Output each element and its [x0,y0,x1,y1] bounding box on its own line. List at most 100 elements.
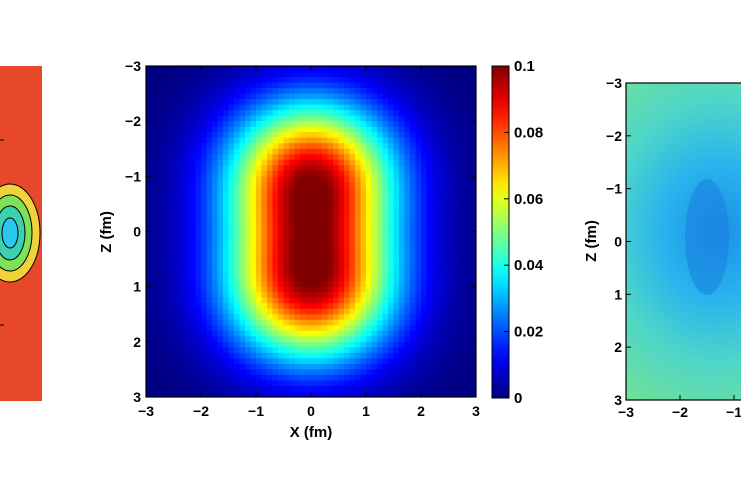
heatmap-cell [465,369,472,376]
heatmap-cell [190,88,197,95]
heatmap-cell [421,231,428,238]
heatmap-cell [448,187,455,194]
heatmap-cell [470,159,476,166]
heatmap-cell [349,297,356,304]
heatmap-cell [443,374,450,382]
heatmap-cell [195,137,202,144]
heatmap-cell [338,325,345,332]
heatmap-cell [404,281,411,288]
heatmap-cell [173,369,180,376]
heatmap-cell [322,132,329,139]
y-tick-label: 0 [133,224,141,240]
heatmap-cell [360,369,367,376]
heatmap-cell [366,209,373,216]
colorbar-gradient [491,65,510,399]
heatmap-cell [344,165,351,172]
heatmap-cell [393,82,400,89]
heatmap-cell [327,242,334,249]
heatmap-cell [349,203,356,211]
heatmap-cell [360,248,367,255]
heatmap-cell [206,165,213,172]
heatmap-cell [338,292,345,299]
heatmap-cell [437,292,444,299]
heatmap-cell [426,325,433,332]
heatmap-cell [283,325,290,332]
heatmap-cell [256,270,263,277]
heatmap-cell [404,286,411,293]
heatmap-cell [239,209,246,216]
heatmap-cell [393,358,400,365]
heatmap-cell [206,275,213,282]
heatmap-cell [294,148,301,155]
heatmap-cell [311,203,318,211]
heatmap-cell [283,132,290,139]
heatmap-cell [223,121,230,128]
heatmap-cell [388,198,395,205]
heatmap-cell [261,314,268,321]
heatmap-cell [432,71,439,78]
heatmap-cell [278,170,285,177]
heatmap-cell [289,104,296,111]
heatmap-cell [421,165,428,172]
heatmap-cell [305,126,312,133]
heatmap-cell [206,369,213,376]
heatmap-cell [305,165,312,172]
heatmap-cell [217,110,224,117]
heatmap-cell [201,192,208,199]
heatmap-cell [261,363,268,371]
heatmap-cell [360,242,367,249]
heatmap-cell [333,330,340,337]
heatmap-cell [316,99,323,106]
heatmap-cell [459,319,466,326]
heatmap-cell [421,319,428,326]
heatmap-cell [465,325,472,332]
heatmap-cell [151,358,158,365]
heatmap-cell [300,253,307,260]
heatmap-cell [300,170,307,177]
heatmap-cell [228,270,235,277]
heatmap-cell [377,286,384,293]
heatmap-cell [206,325,213,332]
heatmap-cell [272,325,279,332]
heatmap-cell [289,66,296,73]
heatmap-cell [223,225,230,233]
heatmap-cell [294,154,301,161]
heatmap-cell [454,325,461,332]
heatmap-cell [179,110,186,117]
heatmap-cell [465,225,472,233]
heatmap-cell [344,253,351,260]
heatmap-cell [470,297,476,304]
heatmap-cell [404,137,411,144]
heatmap-cell [162,110,169,117]
heatmap-cell [366,297,373,304]
heatmap-cell [415,214,422,222]
heatmap-cell [283,66,290,73]
heatmap-cell [355,93,362,100]
heatmap-cell [371,374,378,382]
heatmap-cell [267,292,274,299]
heatmap-cell [272,341,279,348]
heatmap-cell [289,292,296,299]
heatmap-cell [465,391,472,397]
heatmap-cell [443,77,450,84]
heatmap-cell [256,66,263,73]
heatmap-cell [283,303,290,310]
heatmap-cell [333,99,340,106]
heatmap-cell [173,385,180,393]
heatmap-cell [382,242,389,249]
heatmap-cell [415,259,422,266]
heatmap-cell [162,170,169,177]
heatmap-cell [305,352,312,359]
heatmap-cell [146,198,153,205]
heatmap-cell [366,231,373,238]
heatmap-cell [470,99,476,106]
heatmap-cell [448,115,455,122]
heatmap-cell [432,380,439,387]
heatmap-cell [344,176,351,183]
heatmap-cell [382,77,389,84]
heatmap-cell [421,380,428,387]
heatmap-cell [360,110,367,117]
heatmap-cell [190,275,197,282]
heatmap-cell [459,292,466,299]
heatmap-cell [261,77,268,84]
